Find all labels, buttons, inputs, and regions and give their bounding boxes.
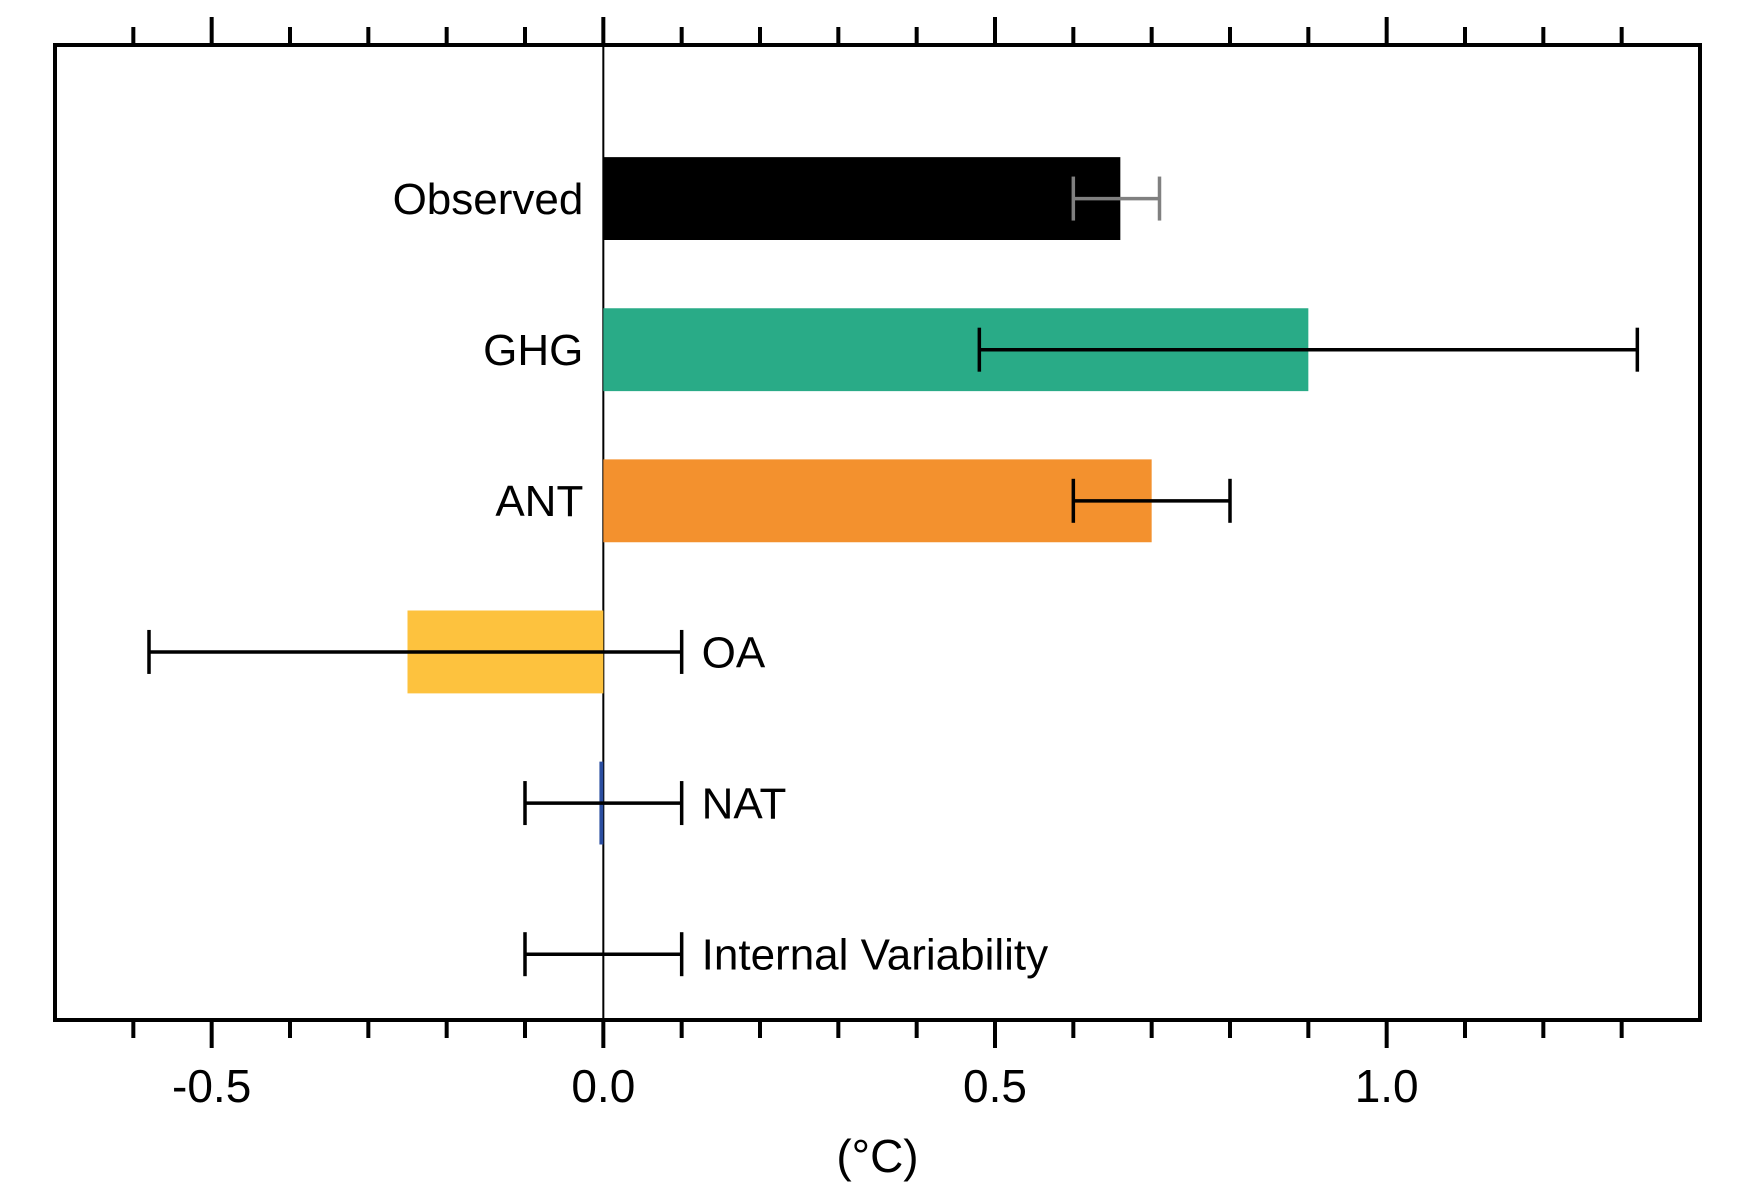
chart-svg: -0.5 0.0 0.5 1.0 (°C) Observed GHG ANT OA NAT Inte… — [0, 0, 1744, 1188]
x-tick-label: 0.5 — [963, 1060, 1027, 1112]
bar-label: Observed — [393, 175, 584, 224]
bar-label: GHG — [483, 326, 583, 375]
x-axis-label: (°C) — [836, 1130, 918, 1182]
bar-label: ANT — [495, 477, 583, 526]
bar-ant — [603, 459, 1151, 542]
attribution-bar-chart: -0.5 0.0 0.5 1.0 (°C) Observed GHG ANT OA NAT Inte… — [0, 0, 1744, 1188]
x-tick-label: 0.0 — [571, 1060, 635, 1112]
bar-label: NAT — [702, 779, 787, 828]
bar-label: OA — [702, 628, 766, 677]
x-tick-label: 1.0 — [1355, 1060, 1419, 1112]
x-tick-label: -0.5 — [172, 1060, 251, 1112]
bar-observed — [603, 157, 1120, 240]
bar-label: Internal Variability — [702, 931, 1048, 980]
